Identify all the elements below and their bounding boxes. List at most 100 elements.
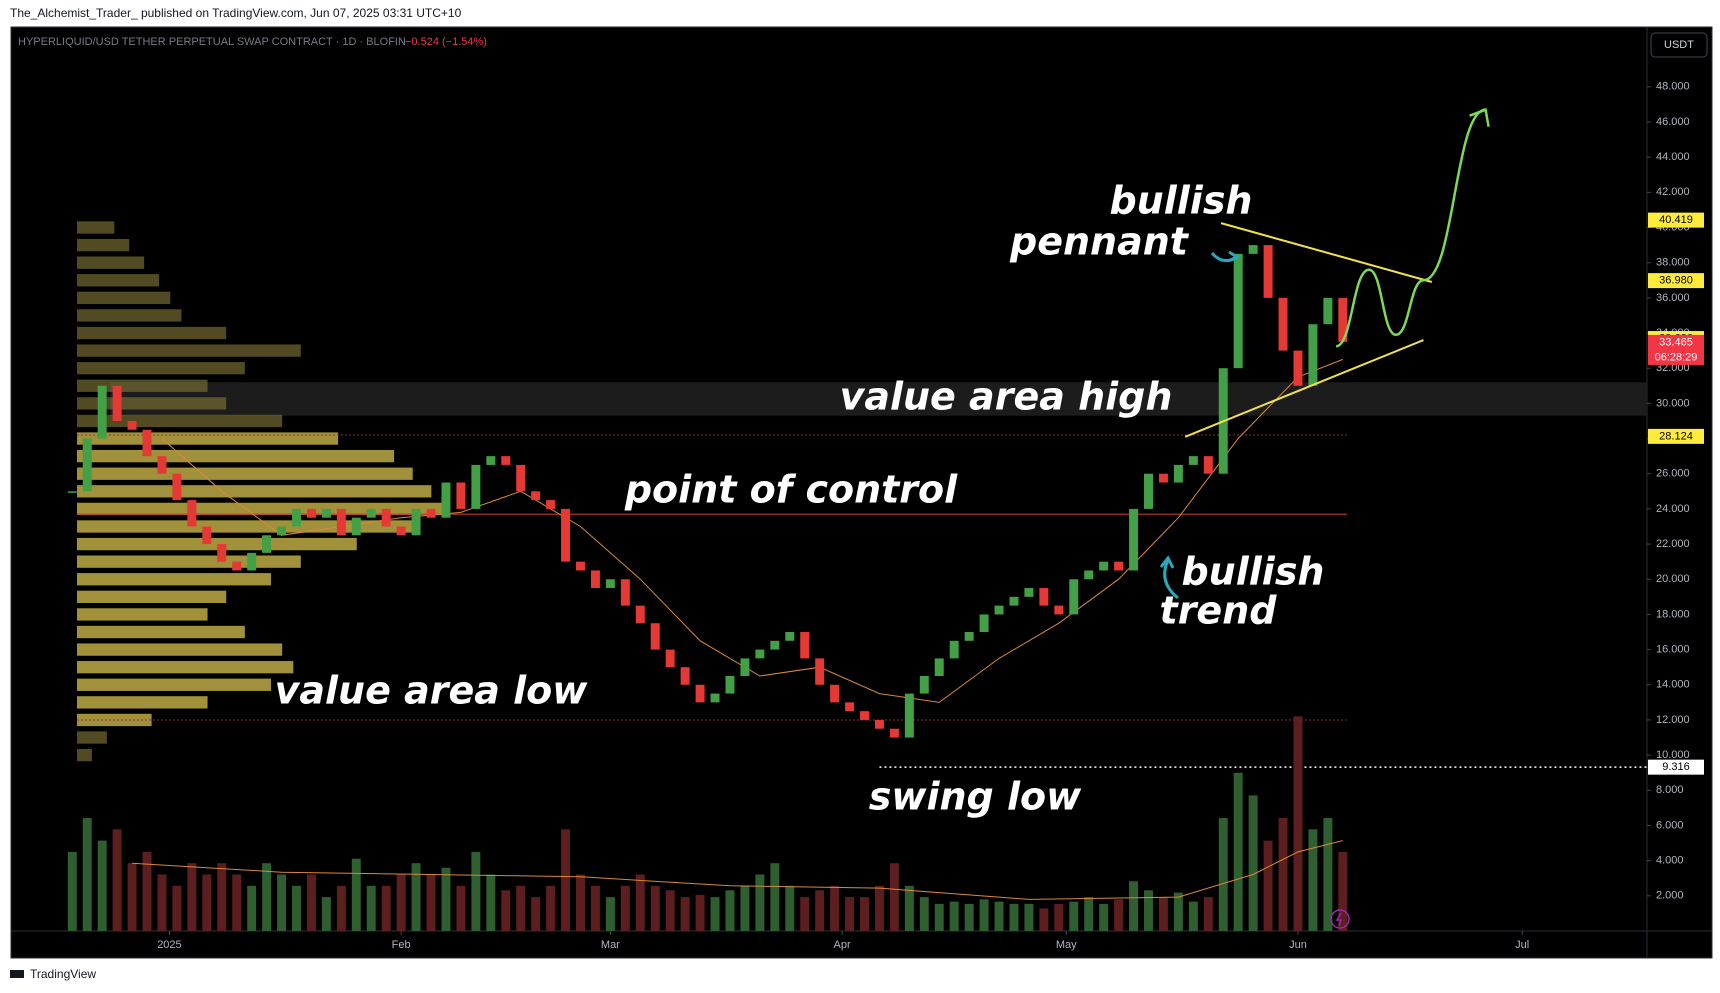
volume-bar xyxy=(1084,897,1094,931)
footer-brand: TradingView xyxy=(30,967,96,981)
candle-body xyxy=(770,640,780,650)
volume-bar xyxy=(1039,908,1049,931)
candle-body xyxy=(904,693,914,738)
volume-bar xyxy=(546,885,556,931)
candle-body xyxy=(785,632,795,641)
volume-bar xyxy=(471,851,481,931)
candle-body xyxy=(1188,456,1198,465)
volume-bar xyxy=(321,897,331,931)
x-tick-label: May xyxy=(1056,939,1077,951)
volume-profile-bar xyxy=(77,555,301,568)
y-tick-label: 2.000 xyxy=(1656,890,1684,902)
candle-body xyxy=(546,500,556,509)
candle-body xyxy=(172,473,182,501)
annotation: bullish xyxy=(1181,550,1324,594)
volume-bar xyxy=(994,901,1004,931)
currency-label[interactable]: USDT xyxy=(1664,39,1694,51)
volume-bar xyxy=(1218,818,1228,931)
value-area-high-zone xyxy=(110,382,1647,416)
volume-bar xyxy=(336,885,346,931)
volume-bar xyxy=(262,863,272,931)
candle-body xyxy=(1099,561,1109,571)
price-marker xyxy=(1648,759,1704,775)
projection-path xyxy=(1335,108,1486,348)
candle-body xyxy=(1024,588,1034,597)
y-tick-label: 14.000 xyxy=(1656,679,1690,691)
annotation: pennant xyxy=(1009,220,1190,264)
volume-bar xyxy=(411,863,421,931)
volume-bar xyxy=(1203,897,1213,931)
volume-bar xyxy=(919,897,929,931)
volume-profile-bar xyxy=(77,485,432,498)
volume-bar xyxy=(710,897,720,931)
volume-bar xyxy=(1173,892,1183,931)
volume-bar xyxy=(904,885,914,931)
volume-bar xyxy=(695,894,705,931)
annotation: trend xyxy=(1160,589,1278,633)
volume-bar xyxy=(82,818,92,931)
y-tick-label: 38.000 xyxy=(1656,257,1690,269)
volume-bar xyxy=(815,890,825,931)
volume-profile-bar xyxy=(77,432,339,445)
symbol-title: HYPERLIQUID/USD TETHER PERPETUAL SWAP CO… xyxy=(18,36,406,48)
candle-body xyxy=(1144,473,1153,509)
volume-profile-bar xyxy=(77,326,227,340)
volume-bar xyxy=(576,874,585,931)
y-tick-label: 26.000 xyxy=(1656,468,1690,480)
price-marker-label: 28.124 xyxy=(1659,430,1693,442)
volume-bar xyxy=(456,885,466,931)
volume-bar xyxy=(949,901,959,931)
candle-body xyxy=(157,456,167,474)
publisher-line: The_Alchemist_Trader_ published on Tradi… xyxy=(10,6,462,20)
volume-bar xyxy=(680,897,690,931)
volume-bar xyxy=(1099,903,1109,931)
volume-ma xyxy=(132,840,1343,900)
volume-bar xyxy=(1248,795,1258,931)
candle-body xyxy=(112,385,122,421)
candle-body xyxy=(97,385,107,439)
volume-profile-bar xyxy=(77,661,294,674)
annotation: point of control xyxy=(624,468,958,512)
y-tick-label: 20.000 xyxy=(1656,573,1690,585)
volume-bar xyxy=(1114,899,1124,931)
volume-profile-bar xyxy=(77,362,245,375)
volume-bar xyxy=(1233,772,1243,931)
candle-body xyxy=(605,579,615,589)
annotation: swing low xyxy=(869,775,1082,819)
volume-bar xyxy=(605,897,615,931)
y-tick-label: 46.000 xyxy=(1656,116,1690,128)
candle-body xyxy=(1129,508,1139,571)
candle-body xyxy=(217,544,227,562)
volume-profile-bar xyxy=(77,696,208,709)
candle-body xyxy=(1039,588,1049,606)
y-tick-label: 4.000 xyxy=(1656,855,1684,867)
volume-bar xyxy=(1293,716,1303,931)
candle-body xyxy=(232,561,242,571)
volume-bar xyxy=(67,851,77,931)
volume-bar xyxy=(665,890,675,931)
candle-body xyxy=(67,491,77,493)
candle-body xyxy=(1203,456,1213,474)
y-tick-label: 10.000 xyxy=(1656,749,1690,761)
candle-body xyxy=(934,658,944,676)
currency-button[interactable] xyxy=(1650,32,1708,58)
volume-bar xyxy=(800,897,810,931)
x-tick-label: 2025 xyxy=(157,939,181,951)
volume-bar xyxy=(1144,890,1153,931)
price-marker-label: 33.465 xyxy=(1659,336,1693,348)
price-marker-label: 40.419 xyxy=(1659,214,1693,226)
price-marker xyxy=(1648,273,1704,289)
volume-bar xyxy=(1069,901,1079,931)
candle-body xyxy=(1248,245,1258,254)
alert-icon[interactable] xyxy=(1330,909,1350,929)
logo-mark xyxy=(10,970,24,978)
volume-bar xyxy=(426,874,436,931)
volume-bar xyxy=(396,874,406,931)
candle-body xyxy=(695,684,705,703)
candle-body xyxy=(1293,350,1303,386)
candle-body xyxy=(874,719,884,729)
candle-body xyxy=(456,482,466,509)
candle-body xyxy=(590,570,600,589)
volume-bar xyxy=(306,874,316,931)
volume-bar xyxy=(620,885,630,931)
